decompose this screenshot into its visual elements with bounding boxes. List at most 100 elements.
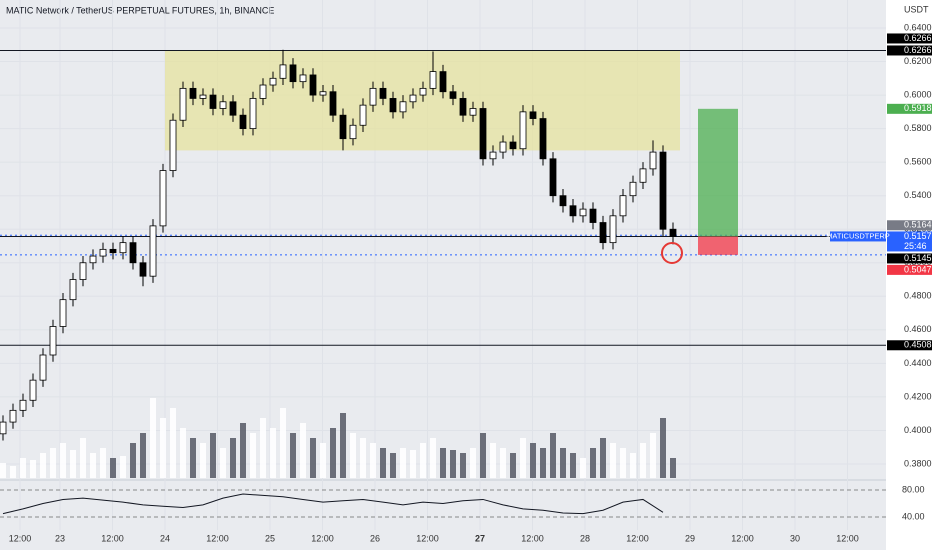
candle-body <box>49 326 57 356</box>
candle-body <box>329 91 337 116</box>
y-tick-label: 0.4200 <box>904 391 932 401</box>
x-tick-label: 12:00 <box>9 533 32 543</box>
volume-bar <box>150 398 156 478</box>
candle-body <box>319 91 327 96</box>
volume-bar <box>530 443 536 478</box>
x-tick-label: 28 <box>580 533 590 543</box>
volume-bar <box>260 418 266 478</box>
volume-bar <box>360 438 366 478</box>
volume-bar <box>100 448 106 478</box>
x-tick-label: 26 <box>370 533 380 543</box>
candle-body <box>449 91 457 99</box>
x-tick-label: 12:00 <box>416 533 439 543</box>
candle-body <box>169 119 177 171</box>
price-label-box <box>887 103 932 114</box>
candle-body <box>89 255 97 264</box>
candle-body <box>419 87 427 96</box>
volume-bar <box>400 448 406 478</box>
candle-body <box>359 104 367 126</box>
volume-bar <box>300 423 306 478</box>
candle-body <box>599 222 607 244</box>
price-label-box <box>887 253 932 264</box>
volume-bar <box>170 408 176 478</box>
rsi-tick-label: 40.00 <box>902 511 925 521</box>
candle-body <box>519 111 527 150</box>
volume-bar <box>20 458 26 478</box>
candle-body <box>409 94 417 103</box>
volume-bar <box>160 418 166 478</box>
volume-bar <box>130 443 136 478</box>
volume-bar <box>200 443 206 478</box>
candle-body <box>139 262 147 277</box>
candle-body <box>129 242 137 264</box>
price-label: 0.4508 <box>904 340 932 350</box>
candle-body <box>479 108 487 160</box>
volume-bar <box>230 438 236 478</box>
volume-bar <box>470 448 476 478</box>
volume-bar <box>0 463 6 478</box>
volume-bar <box>380 448 386 478</box>
candle-body <box>469 108 477 116</box>
volume-bar <box>520 438 526 478</box>
candle-body <box>379 87 387 99</box>
price-label-box <box>887 340 932 351</box>
candle-body <box>29 379 37 401</box>
candle-body <box>159 170 167 227</box>
stop-box <box>698 236 738 255</box>
candle-body <box>19 399 27 411</box>
volume-bar <box>80 438 86 478</box>
volume-bar <box>500 448 506 478</box>
candle-body <box>309 74 317 96</box>
currency: USDT <box>904 4 929 14</box>
candle-body <box>199 94 207 99</box>
volume-bar <box>590 448 596 478</box>
candle-body <box>249 98 257 130</box>
volume-bar <box>40 453 46 478</box>
price-label-box <box>887 33 932 44</box>
volume-bar <box>240 423 246 478</box>
candle-body <box>639 168 647 183</box>
candle-body <box>499 141 507 153</box>
volume-bar <box>330 428 336 478</box>
y-tick-label: 0.4000 <box>904 425 932 435</box>
volume-bar <box>650 433 656 478</box>
volume-bar <box>450 450 456 478</box>
volume-bar <box>540 448 546 478</box>
candle-body <box>299 74 307 83</box>
y-tick-label: 0.6000 <box>904 89 932 99</box>
y-tick-label: 0.5600 <box>904 157 932 167</box>
candle-body <box>9 409 17 423</box>
volume-bar <box>290 433 296 478</box>
volume-bar <box>490 443 496 478</box>
volume-bar <box>270 428 276 478</box>
candle-body <box>569 205 577 217</box>
price-label: 0.6266 <box>904 45 932 55</box>
candle-body <box>659 151 667 230</box>
price-label: 0.5047 <box>904 264 932 274</box>
candle-body <box>529 111 537 119</box>
y-tick-label: 0.3800 <box>904 458 932 468</box>
price-label-box <box>887 45 932 56</box>
rsi-line <box>2 493 664 515</box>
x-tick-label: 12:00 <box>206 533 229 543</box>
volume-bar <box>580 458 586 478</box>
x-tick-label: 12:00 <box>311 533 334 543</box>
volume-bar <box>670 458 676 478</box>
candle-body <box>0 421 7 435</box>
candle-body <box>559 195 567 207</box>
volume-bar <box>10 466 16 478</box>
volume-bar <box>570 453 576 478</box>
candle-body <box>69 279 77 301</box>
candle-body <box>649 151 657 170</box>
volume-bar <box>440 448 446 478</box>
x-tick-label: 30 <box>790 533 800 543</box>
candle-body <box>619 195 627 217</box>
volume-bar <box>600 438 606 478</box>
volume-bar <box>560 448 566 478</box>
candle-body <box>219 101 227 109</box>
volume-bar <box>120 456 126 478</box>
countdown: 25:46 <box>904 241 927 251</box>
x-tick-label: 12:00 <box>521 533 544 543</box>
candle-body <box>549 158 557 197</box>
